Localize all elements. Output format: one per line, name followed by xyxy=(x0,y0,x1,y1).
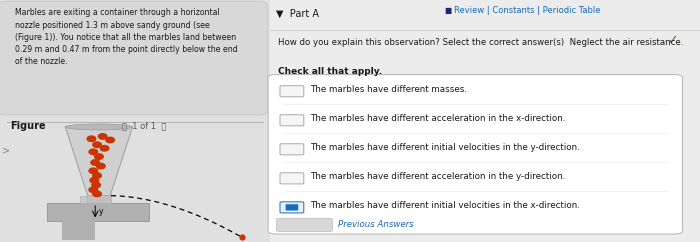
Circle shape xyxy=(90,178,99,183)
Text: ■: ■ xyxy=(445,6,455,15)
Text: Previous Answers: Previous Answers xyxy=(338,220,414,229)
Text: The marbles have different initial velocities in the x-direction.: The marbles have different initial veloc… xyxy=(310,201,580,210)
Circle shape xyxy=(97,163,105,169)
Bar xyxy=(47,203,149,221)
Text: The marbles have different initial velocities in the y-direction.: The marbles have different initial veloc… xyxy=(310,143,580,152)
Circle shape xyxy=(94,154,103,159)
Circle shape xyxy=(88,136,96,142)
Text: Marbles are exiting a container through a horizontal
nozzle positioned 1.3 m abo: Marbles are exiting a container through … xyxy=(15,8,238,66)
Text: >: > xyxy=(2,145,10,155)
Circle shape xyxy=(99,134,107,139)
Polygon shape xyxy=(65,127,132,196)
Text: y: y xyxy=(99,207,103,216)
Text: Figure: Figure xyxy=(10,121,46,131)
Text: 〈  1 of 1  〉: 〈 1 of 1 〉 xyxy=(122,121,167,130)
Text: The marbles have different acceleration in the x-direction.: The marbles have different acceleration … xyxy=(310,114,566,123)
Text: How do you explain this observation? Select the correct answer(s)  Neglect the a: How do you explain this observation? Sel… xyxy=(278,38,683,46)
Circle shape xyxy=(89,168,97,174)
Text: The marbles have different masses.: The marbles have different masses. xyxy=(310,85,467,94)
Circle shape xyxy=(89,149,97,155)
Text: ▼  Part A: ▼ Part A xyxy=(276,8,319,18)
Text: Review | Constants | Periodic Table: Review | Constants | Periodic Table xyxy=(454,6,600,15)
Circle shape xyxy=(93,191,102,197)
Circle shape xyxy=(91,160,99,165)
Circle shape xyxy=(100,145,108,151)
Text: The marbles have different acceleration in the y-direction.: The marbles have different acceleration … xyxy=(310,172,566,181)
Circle shape xyxy=(106,137,114,143)
Circle shape xyxy=(93,173,102,178)
Bar xyxy=(80,196,110,203)
Circle shape xyxy=(92,182,100,188)
Text: Check all that apply.: Check all that apply. xyxy=(278,67,382,76)
Bar xyxy=(87,195,111,203)
Circle shape xyxy=(93,142,102,147)
Bar xyxy=(62,220,95,240)
Ellipse shape xyxy=(65,124,132,130)
Text: ✓: ✓ xyxy=(667,34,678,47)
Circle shape xyxy=(89,187,97,192)
